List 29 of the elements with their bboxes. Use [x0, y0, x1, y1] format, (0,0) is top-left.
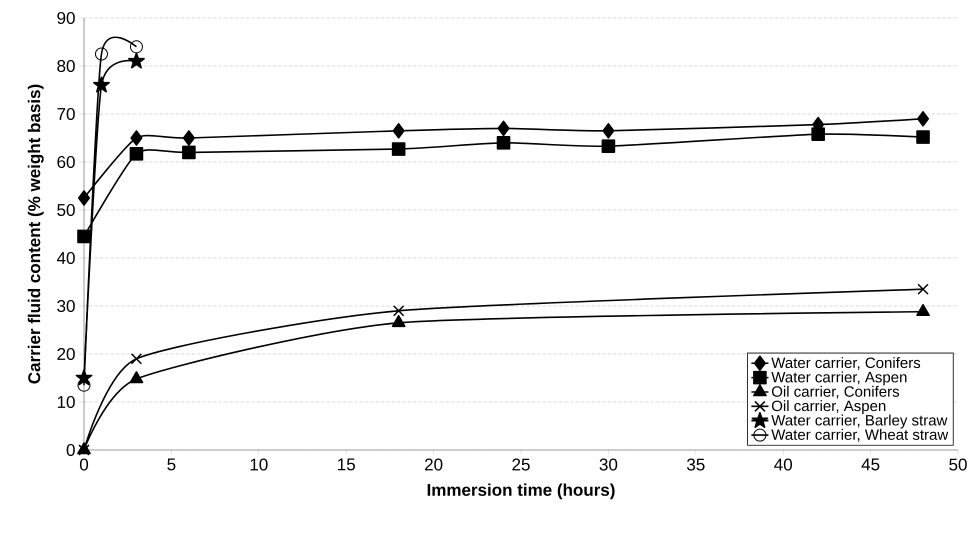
legend-label: Water carrier, Barley straw [771, 414, 948, 429]
y-tick-label: 70 [57, 108, 75, 120]
y-tick-label: 30 [57, 300, 75, 312]
y-tick-label: 90 [57, 12, 75, 24]
x-tick-label: 50 [949, 458, 967, 471]
x-tick-label: 20 [425, 458, 442, 471]
y-tick-label: 60 [57, 156, 75, 168]
x-tick-label: 10 [250, 458, 268, 471]
y-axis-title: Carrier fluid content (% weight basis) [28, 84, 44, 384]
x-axis-title: Immersion time (hours) [428, 483, 615, 500]
y-tick-label: 50 [57, 204, 75, 216]
x-tick-label: 40 [774, 458, 792, 471]
x-tick-label: 0 [80, 458, 88, 471]
legend-label: Water carrier, Conifers [771, 357, 920, 370]
x-tick-label: 45 [862, 458, 880, 470]
y-tick-label: 0 [66, 444, 75, 456]
x-tick-label: 15 [338, 458, 355, 470]
x-tick-label: 5 [167, 458, 176, 470]
y-tick-label: 10 [58, 396, 75, 408]
y-tick-label: 80 [57, 60, 75, 72]
y-tick-label: 40 [56, 252, 75, 264]
legend-label: Oil carrier, Conifers [772, 386, 900, 399]
legend-label: Water carrier, Aspen [771, 371, 906, 386]
x-tick-label: 30 [600, 458, 618, 471]
legend-label: Oil carrier, Aspen [772, 400, 886, 414]
x-tick-label: 35 [686, 458, 705, 471]
x-tick-label: 25 [512, 458, 530, 471]
legend-label: Water carrier, Wheat straw [771, 428, 948, 442]
y-tick-label: 20 [57, 348, 75, 360]
